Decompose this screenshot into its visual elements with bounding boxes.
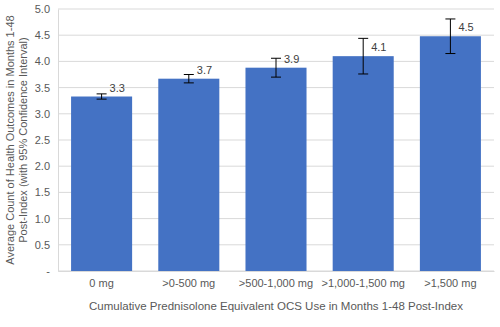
x-tick-label: >500-1,000 mg bbox=[239, 277, 313, 289]
y-tick: 3.0 bbox=[35, 108, 58, 120]
y-tick: 1.5 bbox=[35, 186, 58, 198]
y-tick: 0.5 bbox=[35, 239, 58, 251]
y-tick-label: - bbox=[46, 265, 50, 277]
y-tick: 3.5 bbox=[35, 82, 58, 94]
y-tick: 5.0 bbox=[35, 3, 58, 15]
error-bar-cap bbox=[358, 73, 368, 74]
bar bbox=[158, 79, 219, 271]
grid-line bbox=[58, 9, 494, 10]
x-axis-title: Cumulative Prednisolone Equivalent OCS U… bbox=[89, 300, 463, 312]
y-tick: 2.5 bbox=[35, 134, 58, 146]
y-tick-label: 4.0 bbox=[35, 55, 50, 67]
data-label: 4.1 bbox=[371, 41, 386, 53]
data-label: 4.5 bbox=[458, 21, 473, 33]
bar bbox=[71, 97, 132, 271]
y-tick-label: 3.0 bbox=[35, 108, 50, 120]
bar bbox=[420, 36, 481, 271]
x-tick: >0-500 mg bbox=[162, 271, 215, 289]
y-tick-label: 5.0 bbox=[35, 3, 50, 15]
marks bbox=[71, 19, 481, 271]
data-label: 3.7 bbox=[197, 64, 212, 76]
grid bbox=[58, 9, 494, 271]
chart: - 0.5 1.0 1.5 2.0 2.5 3.0 3.5 4.0 4.5 5.0 0 mg >0-50… bbox=[0, 0, 500, 327]
x-tick: >500-1,000 mg bbox=[239, 271, 313, 289]
x-tick: >1,500 mg bbox=[424, 271, 476, 289]
y-tick: - bbox=[46, 265, 58, 277]
y-tick-label: 2.0 bbox=[35, 160, 50, 172]
x-axis-line bbox=[59, 271, 495, 272]
error-bar-stem bbox=[363, 38, 364, 74]
error-bar-cap bbox=[97, 99, 107, 100]
error-bar bbox=[358, 38, 368, 74]
error-bar-cap bbox=[445, 18, 455, 19]
error-bar-stem bbox=[101, 94, 102, 99]
x-tick-label: >1,500 mg bbox=[424, 277, 476, 289]
y-tick: 2.0 bbox=[35, 160, 58, 172]
error-bar bbox=[445, 19, 455, 54]
y-tick-label: 0.5 bbox=[35, 239, 50, 251]
error-bar-cap bbox=[184, 74, 194, 75]
data-label: 3.3 bbox=[110, 82, 125, 94]
y-tick: 4.5 bbox=[35, 29, 58, 41]
error-bar-cap bbox=[358, 38, 368, 39]
grid-line bbox=[58, 35, 494, 36]
y-axis-title-line: Average Count of Health Outcomes in Mont… bbox=[4, 15, 16, 264]
y-axis: - 0.5 1.0 1.5 2.0 2.5 3.0 3.5 4.0 4.5 5.0 bbox=[35, 3, 59, 277]
y-tick-label: 1.5 bbox=[35, 186, 50, 198]
error-bar-stem bbox=[450, 19, 451, 54]
error-bar-cap bbox=[271, 77, 281, 78]
error-bar-stem bbox=[188, 75, 189, 83]
bar bbox=[245, 68, 306, 271]
error-bar-cap bbox=[445, 53, 455, 54]
y-axis-line bbox=[58, 10, 59, 272]
error-bar-cap bbox=[184, 82, 194, 83]
y-axis-title: Average Count of Health Outcomes in Mont… bbox=[4, 15, 29, 264]
x-tick-label: 0 mg bbox=[89, 277, 113, 289]
data-labels: 3.3 3.7 3.9 4.1 4.5 bbox=[110, 21, 474, 93]
data-label: 3.9 bbox=[284, 53, 299, 65]
y-tick: 4.0 bbox=[35, 55, 58, 67]
error-bar bbox=[184, 75, 194, 83]
bar bbox=[333, 56, 394, 271]
x-axis: 0 mg >0-500 mg >500-1,000 mg >1,000-1,500 m… bbox=[59, 271, 495, 289]
error-bar-cap bbox=[97, 93, 107, 94]
error-bar-stem bbox=[276, 58, 277, 77]
error-bar-cap bbox=[271, 58, 281, 59]
x-tick: >1,000-1,500 mg bbox=[321, 271, 404, 289]
error-bar bbox=[271, 58, 281, 77]
y-tick-label: 3.5 bbox=[35, 82, 50, 94]
x-tick: 0 mg bbox=[89, 271, 113, 289]
y-tick: 1.0 bbox=[35, 213, 58, 225]
y-tick-label: 1.0 bbox=[35, 213, 50, 225]
x-tick-label: >1,000-1,500 mg bbox=[321, 277, 404, 289]
y-tick-label: 4.5 bbox=[35, 29, 50, 41]
error-bar bbox=[97, 94, 107, 99]
y-axis-title-line: Post-Index (with 95% Confidence Interval… bbox=[17, 37, 29, 242]
y-tick-label: 2.5 bbox=[35, 134, 50, 146]
x-tick-label: >0-500 mg bbox=[162, 277, 215, 289]
plot: - 0.5 1.0 1.5 2.0 2.5 3.0 3.5 4.0 4.5 5.0 0 mg >0-50… bbox=[35, 3, 495, 289]
